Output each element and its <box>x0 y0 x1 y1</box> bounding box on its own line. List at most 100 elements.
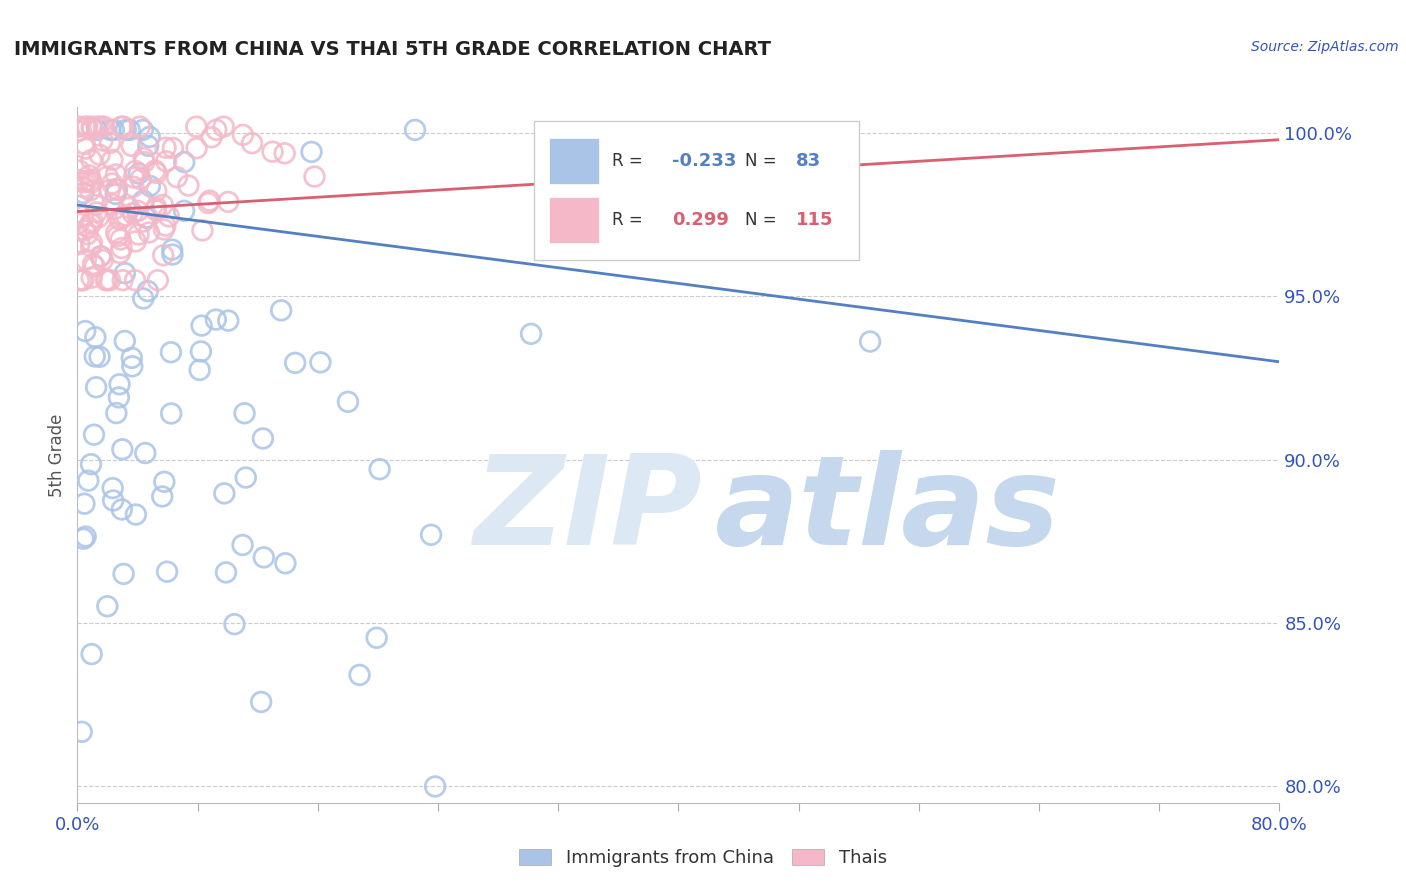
Point <box>235 470 257 484</box>
Point <box>76 227 98 242</box>
Point <box>205 123 228 137</box>
Point <box>136 284 159 298</box>
Point <box>104 168 127 182</box>
Point <box>110 212 132 227</box>
Point <box>156 565 179 579</box>
Point <box>110 232 132 246</box>
Point <box>70 273 93 287</box>
Point <box>160 407 183 421</box>
Point <box>83 427 105 442</box>
Point <box>145 184 167 198</box>
Point <box>152 248 174 262</box>
Point <box>98 183 121 197</box>
Point <box>420 528 443 542</box>
Point <box>104 182 127 196</box>
Point <box>83 260 105 274</box>
Point <box>96 273 118 287</box>
Point <box>125 235 148 249</box>
Point <box>139 178 162 193</box>
Point <box>150 490 173 504</box>
Point <box>86 205 108 219</box>
Point <box>166 170 188 185</box>
Point <box>104 186 127 201</box>
Point <box>89 350 111 364</box>
Point <box>134 446 156 460</box>
Text: atlas: atlas <box>714 450 1060 571</box>
Point <box>134 155 156 169</box>
Point <box>121 359 143 374</box>
Point <box>212 120 235 134</box>
Point <box>190 318 212 333</box>
Point <box>146 273 169 287</box>
Point <box>105 226 128 240</box>
Point <box>145 200 167 214</box>
Point <box>77 220 100 235</box>
Point <box>217 194 239 209</box>
Point <box>80 235 103 250</box>
Point <box>89 120 111 134</box>
Point <box>160 345 183 359</box>
Point <box>80 239 103 253</box>
Point <box>217 313 239 327</box>
Point <box>273 146 295 161</box>
Point <box>197 196 219 211</box>
Point <box>80 457 103 471</box>
Point <box>112 566 135 581</box>
Point <box>111 273 134 287</box>
Point <box>127 204 149 219</box>
Point <box>73 136 96 151</box>
Point <box>84 330 107 344</box>
Text: IMMIGRANTS FROM CHINA VS THAI 5TH GRADE CORRELATION CHART: IMMIGRANTS FROM CHINA VS THAI 5TH GRADE … <box>14 40 770 59</box>
Point <box>73 175 96 189</box>
Point <box>67 120 90 134</box>
Point <box>82 214 104 228</box>
Point <box>859 334 882 349</box>
Point <box>80 173 103 187</box>
FancyBboxPatch shape <box>534 121 859 260</box>
Point <box>73 497 96 511</box>
Text: 83: 83 <box>796 152 821 169</box>
Point <box>423 780 446 794</box>
Point <box>132 151 155 165</box>
Point <box>90 250 112 264</box>
Point <box>86 123 108 137</box>
Point <box>94 273 117 287</box>
Point <box>75 142 97 156</box>
Point <box>121 351 143 365</box>
Point <box>304 169 326 184</box>
Point <box>80 647 103 661</box>
Point <box>128 120 150 134</box>
Point <box>145 203 167 218</box>
Point <box>143 163 166 178</box>
Point <box>82 257 104 271</box>
Point <box>98 136 121 150</box>
Point <box>69 163 91 178</box>
Point <box>214 486 236 500</box>
Point <box>101 197 124 211</box>
Point <box>253 550 276 565</box>
Point <box>77 474 100 488</box>
Point <box>101 177 124 191</box>
Point <box>72 180 94 194</box>
Point <box>160 243 183 257</box>
Point <box>108 377 131 392</box>
Point <box>198 194 221 208</box>
Point <box>101 481 124 495</box>
Point <box>80 270 103 285</box>
Point <box>366 631 388 645</box>
Text: N =: N = <box>745 152 782 169</box>
Point <box>155 219 177 233</box>
Point <box>84 198 107 212</box>
Point <box>111 502 134 516</box>
Point <box>75 174 97 188</box>
Point <box>186 120 208 134</box>
Point <box>190 344 212 359</box>
Point <box>110 241 132 255</box>
Point <box>98 123 121 137</box>
Point <box>108 212 131 227</box>
Point <box>152 198 174 212</box>
Point <box>368 462 391 476</box>
Point <box>72 210 94 224</box>
Point <box>91 133 114 147</box>
Point <box>118 123 141 137</box>
